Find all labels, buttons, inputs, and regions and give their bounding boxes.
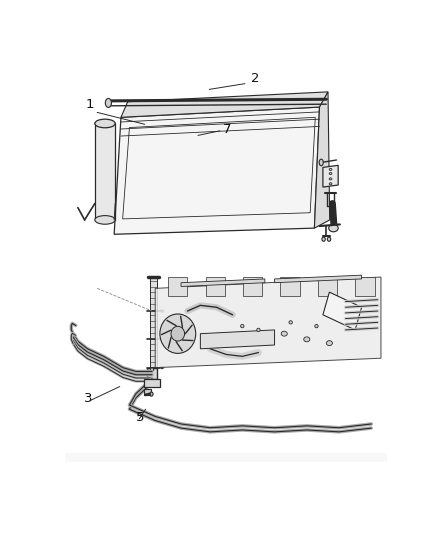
Text: 3: 3 [84, 392, 93, 405]
Polygon shape [95, 124, 115, 220]
Ellipse shape [315, 325, 318, 328]
Ellipse shape [150, 368, 154, 371]
Polygon shape [147, 368, 157, 379]
Polygon shape [314, 92, 330, 228]
Polygon shape [181, 279, 265, 286]
Ellipse shape [322, 237, 325, 241]
Ellipse shape [105, 99, 111, 108]
Polygon shape [200, 330, 275, 349]
Polygon shape [144, 379, 160, 386]
Ellipse shape [319, 159, 323, 166]
Ellipse shape [161, 310, 163, 312]
Ellipse shape [150, 392, 153, 396]
Ellipse shape [95, 216, 115, 224]
Polygon shape [168, 277, 187, 296]
Text: 5: 5 [136, 410, 145, 424]
Ellipse shape [304, 337, 310, 342]
Polygon shape [280, 277, 300, 296]
Ellipse shape [150, 383, 154, 386]
Bar [144, 389, 151, 395]
Ellipse shape [161, 338, 163, 341]
Ellipse shape [171, 326, 184, 341]
Polygon shape [355, 277, 374, 296]
Ellipse shape [289, 321, 292, 324]
Ellipse shape [329, 183, 332, 185]
Ellipse shape [240, 325, 244, 328]
Ellipse shape [161, 367, 163, 369]
Text: 1: 1 [85, 98, 94, 111]
Ellipse shape [281, 331, 287, 336]
Ellipse shape [160, 314, 196, 353]
Polygon shape [155, 277, 381, 368]
Polygon shape [243, 277, 262, 296]
Polygon shape [150, 277, 157, 383]
Polygon shape [121, 92, 328, 117]
Polygon shape [323, 165, 338, 187]
Polygon shape [318, 277, 337, 296]
Ellipse shape [327, 237, 331, 241]
Ellipse shape [326, 341, 332, 345]
Ellipse shape [95, 119, 115, 128]
Polygon shape [205, 277, 225, 296]
Polygon shape [114, 107, 320, 235]
Ellipse shape [329, 173, 332, 175]
Polygon shape [65, 453, 387, 462]
Ellipse shape [329, 178, 332, 180]
Text: 7: 7 [223, 123, 232, 136]
Polygon shape [323, 292, 362, 330]
Ellipse shape [257, 328, 260, 332]
Ellipse shape [328, 224, 338, 232]
Polygon shape [275, 275, 362, 282]
Ellipse shape [329, 168, 332, 171]
Text: 2: 2 [251, 71, 259, 85]
